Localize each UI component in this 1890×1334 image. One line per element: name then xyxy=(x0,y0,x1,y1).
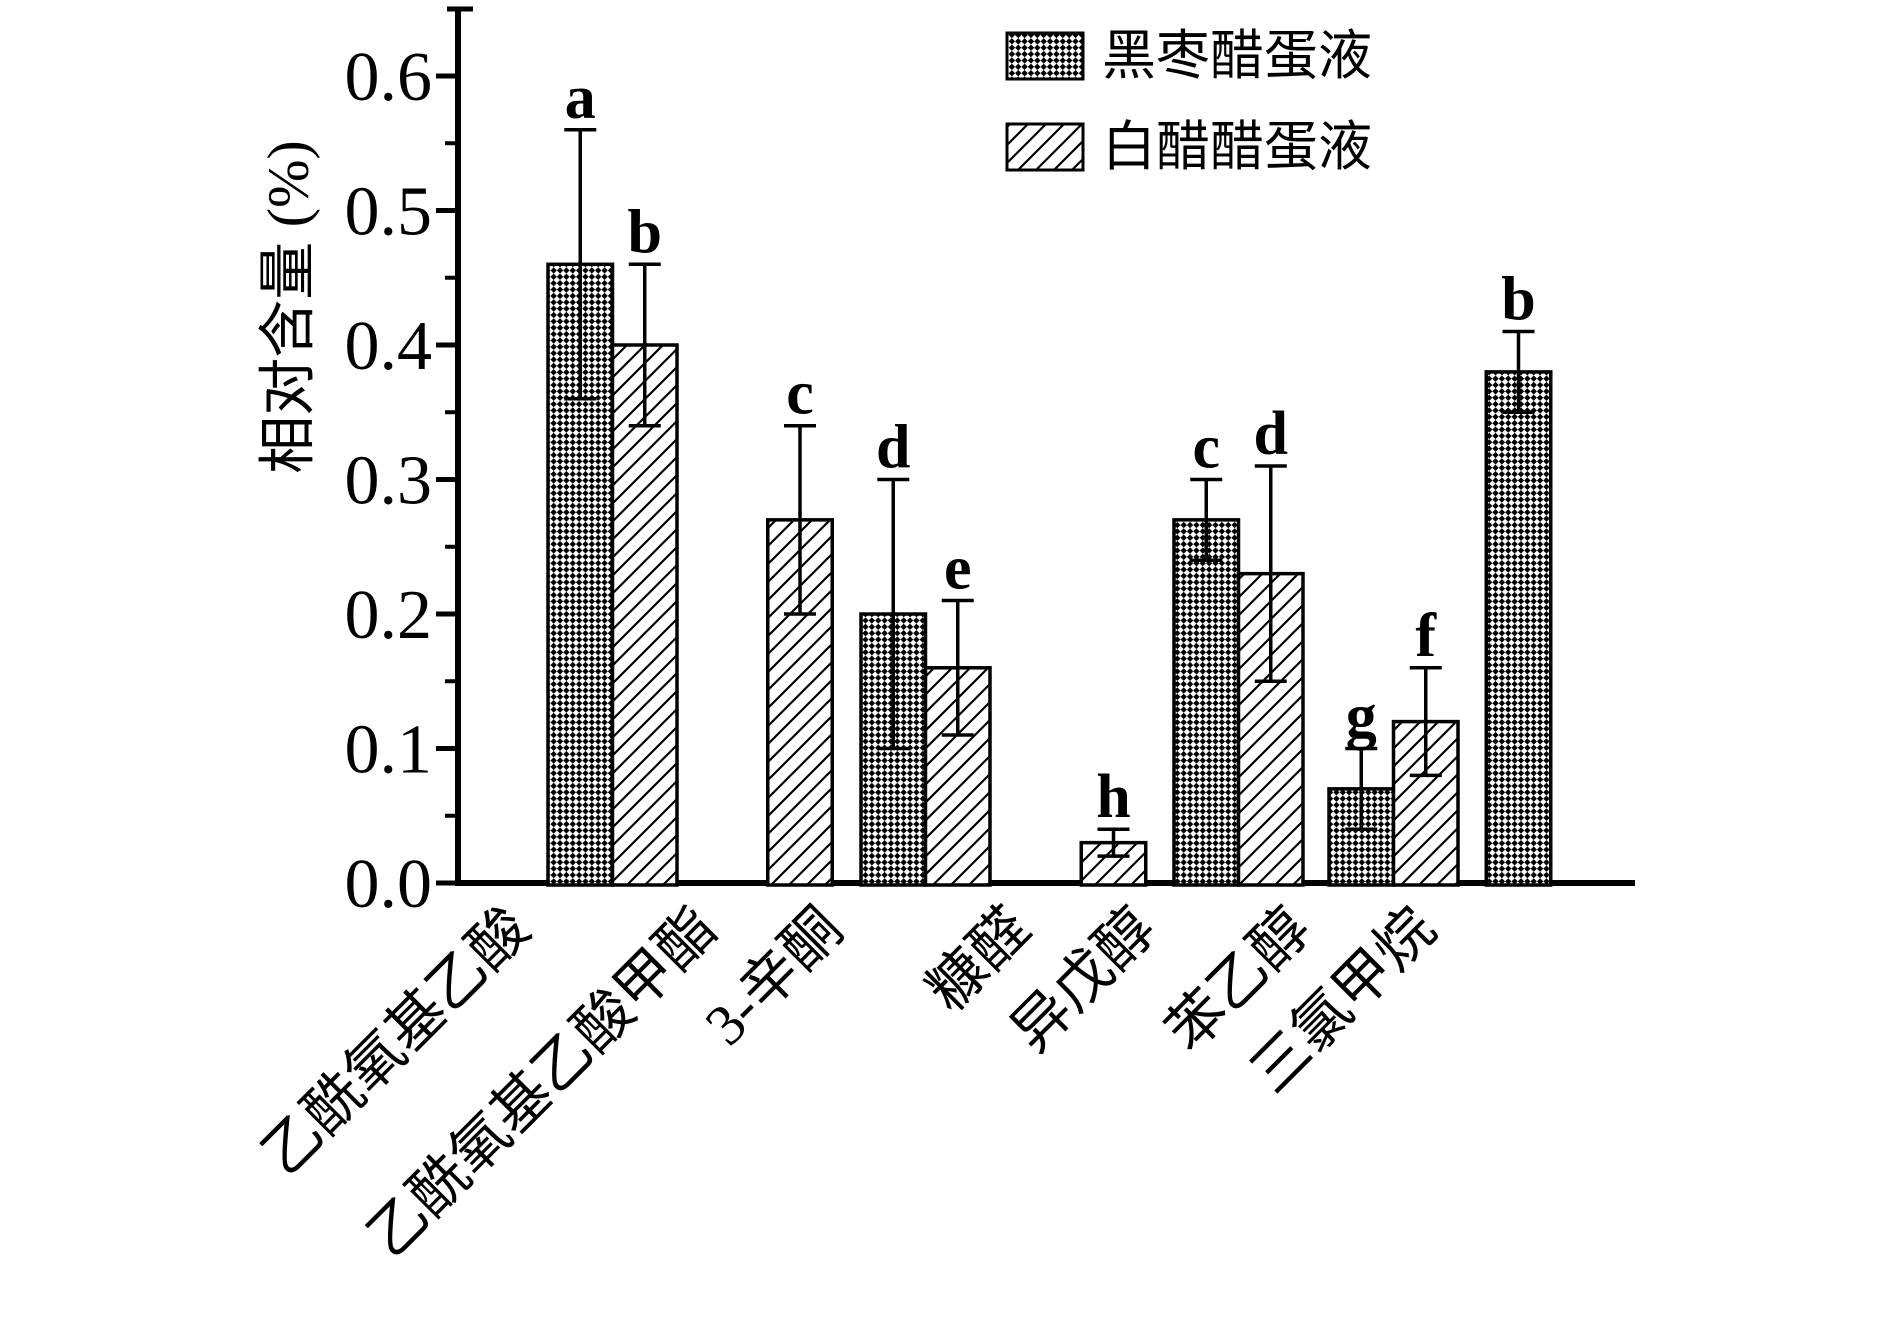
x-category-label: 乙酰氧基乙酸甲酯 xyxy=(355,895,729,1269)
sig-letter-black-jujube-vinegar-egg-4: c xyxy=(1192,414,1220,482)
sig-letter-white-vinegar-vinegar-egg-4: d xyxy=(1254,400,1288,468)
y-axis-title: 相对含量 (%) xyxy=(256,140,321,473)
y-tick-label: 0.1 xyxy=(345,712,433,789)
y-tick-label: 0.4 xyxy=(345,308,433,385)
x-category-label: 异戊醇 xyxy=(999,895,1168,1064)
sig-letter-white-vinegar-vinegar-egg-5: f xyxy=(1415,602,1437,670)
legend-swatch-white-vinegar xyxy=(1005,122,1085,172)
y-tick-label: 0.0 xyxy=(345,846,433,923)
bar-black-jujube-vinegar-egg-4 xyxy=(1172,518,1241,887)
plot-area: 0.00.10.20.30.40.50.6乙酰氧基乙酸乙酰氧基乙酸甲酯3-辛酮糠… xyxy=(250,6,1635,1269)
legend-label-black-jujube: 黑枣醋蛋液 xyxy=(1102,26,1372,86)
sig-letter-white-vinegar-vinegar-egg-0: b xyxy=(628,198,662,266)
sig-letter-black-jujube-vinegar-egg-6: b xyxy=(1501,266,1535,334)
x-category-label: 3-辛酮 xyxy=(693,895,855,1057)
y-tick-label: 0.5 xyxy=(345,174,433,251)
sig-letter-black-jujube-vinegar-egg-0: a xyxy=(565,64,596,132)
sig-letter-white-vinegar-vinegar-egg-2: e xyxy=(944,535,972,603)
bar-white-vinegar-vinegar-egg-3 xyxy=(1079,840,1148,887)
legend-label-white-vinegar: 白醋醋蛋液 xyxy=(1102,117,1372,177)
y-tick-label: 0.3 xyxy=(345,443,433,520)
sig-letter-black-jujube-vinegar-egg-5: g xyxy=(1346,683,1377,751)
bar-black-jujube-vinegar-egg-6 xyxy=(1484,370,1553,887)
legend-swatch-black-jujube xyxy=(1005,31,1085,81)
sig-letter-white-vinegar-vinegar-egg-3: h xyxy=(1096,763,1130,831)
legend: 黑枣醋蛋液 白醋醋蛋液 xyxy=(1005,26,1372,177)
sig-letter-black-jujube-vinegar-egg-2: d xyxy=(876,414,910,482)
y-tick-label: 0.2 xyxy=(345,577,433,654)
y-tick-label: 0.6 xyxy=(345,39,433,116)
sig-letter-white-vinegar-vinegar-egg-1: c xyxy=(786,360,814,428)
